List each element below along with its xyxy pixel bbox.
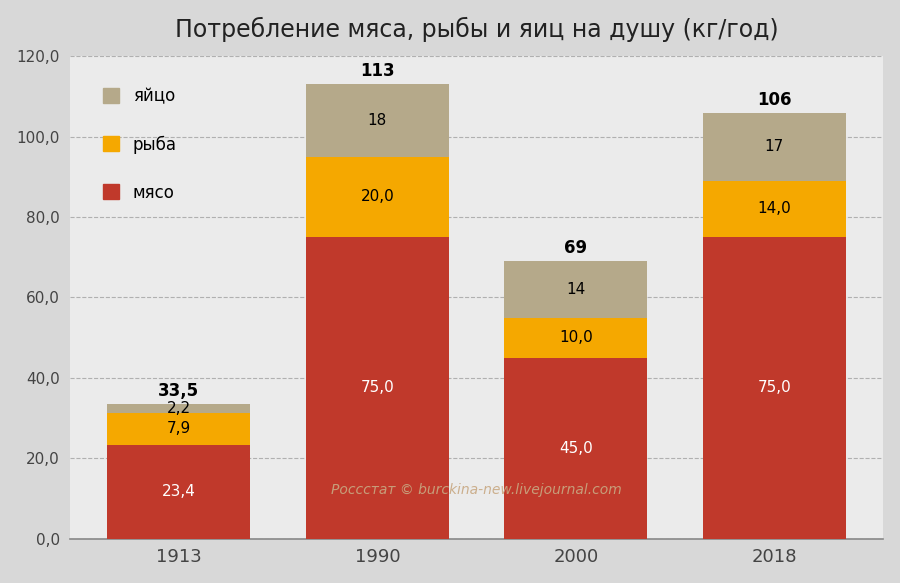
Bar [107,404,250,413]
Bar [703,181,846,237]
Bar [306,157,449,237]
Bar [306,237,449,539]
Text: 14,0: 14,0 [757,202,791,216]
Text: 113: 113 [360,62,394,80]
Bar [504,358,647,539]
Text: 20,0: 20,0 [361,189,394,205]
Bar [504,261,647,318]
Text: 75,0: 75,0 [361,380,394,395]
Bar [107,445,250,539]
Bar [107,413,250,445]
Text: 10,0: 10,0 [559,330,592,345]
Text: 75,0: 75,0 [757,380,791,395]
Text: 23,4: 23,4 [162,484,196,499]
Text: 7,9: 7,9 [166,421,191,436]
Text: 69: 69 [564,239,588,257]
Title: Потребление мяса, рыбы и яиц на душу (кг/год): Потребление мяса, рыбы и яиц на душу (кг… [175,17,779,42]
Text: 33,5: 33,5 [158,382,200,400]
Text: 14: 14 [566,282,585,297]
Bar [703,237,846,539]
Text: 18: 18 [368,113,387,128]
Bar [504,318,647,358]
Text: 45,0: 45,0 [559,441,592,456]
Bar [306,85,449,157]
Text: Россстат © burckina-new.livejournal.com: Россстат © burckina-new.livejournal.com [331,483,622,497]
Bar [703,113,846,181]
Text: 2,2: 2,2 [166,401,191,416]
Text: 17: 17 [765,139,784,154]
Legend: яйцо, рыба, мясо: яйцо, рыба, мясо [94,79,185,210]
Text: 106: 106 [757,90,791,108]
